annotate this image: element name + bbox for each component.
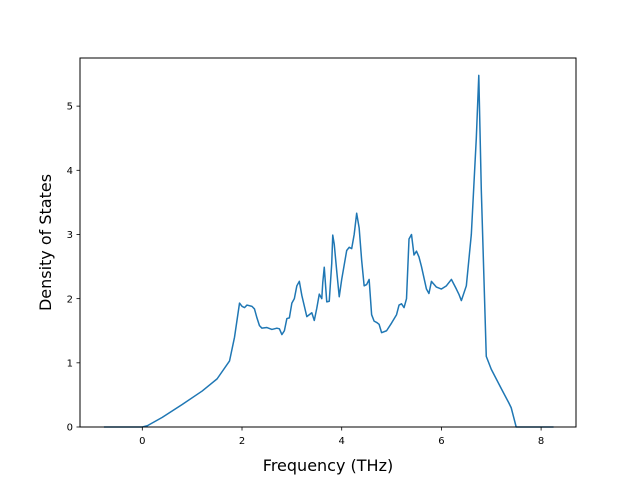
x-tick-label: 0 [139, 436, 145, 447]
y-tick-label: 0 [67, 423, 73, 434]
axes-frame [79, 57, 577, 428]
x-tick-label: 6 [438, 436, 444, 447]
x-tick-label: 8 [538, 436, 544, 447]
x-tick-label: 4 [339, 436, 345, 447]
y-tick-label: 1 [67, 358, 73, 369]
y-tick-label: 2 [67, 294, 73, 305]
x-axis-title: Frequency (THz) [263, 456, 393, 475]
x-axis-ticks: 0 2 4 6 8 [139, 427, 544, 447]
y-tick-label: 4 [67, 166, 73, 177]
y-axis-title: Density of States [36, 174, 55, 311]
y-axis-ticks: 0 1 2 3 4 5 [67, 102, 80, 434]
series-line-0 [103, 74, 554, 428]
plot-area [103, 74, 554, 428]
y-tick-label: 5 [67, 102, 73, 113]
y-tick-label: 3 [67, 230, 73, 241]
x-tick-label: 2 [239, 436, 245, 447]
